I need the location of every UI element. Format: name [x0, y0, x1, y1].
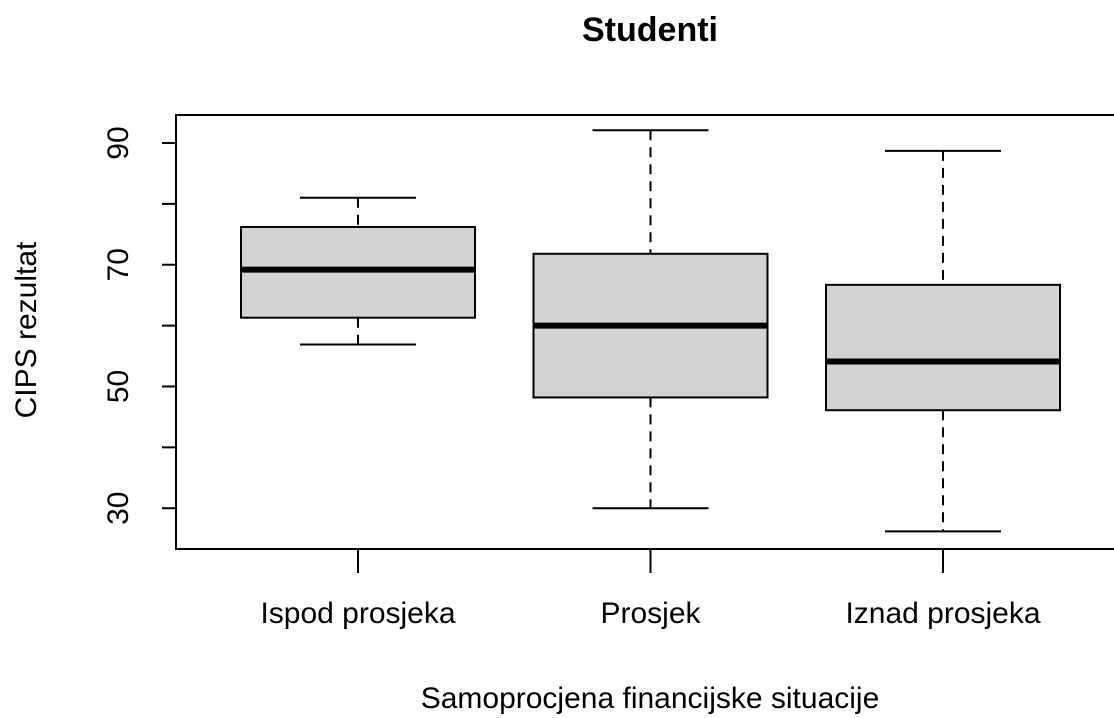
y-tick-label: 50 [102, 370, 135, 403]
x-axis-label: Samoprocjena financijske situacije [421, 682, 880, 715]
y-tick-label: 30 [102, 492, 135, 525]
plot-frame [175, 114, 1114, 550]
y-tick-label: 70 [102, 248, 135, 281]
box [825, 283, 1061, 412]
chart-title: Studenti [582, 11, 718, 49]
y-axis-label: CIPS rezultat [10, 241, 43, 418]
x-tick-label: Ispod prosjeka [260, 597, 455, 630]
x-tick-label: Prosjek [600, 597, 701, 630]
y-tick-label: 90 [102, 126, 135, 159]
x-tick-label: Iznad prosjeka [845, 597, 1040, 630]
